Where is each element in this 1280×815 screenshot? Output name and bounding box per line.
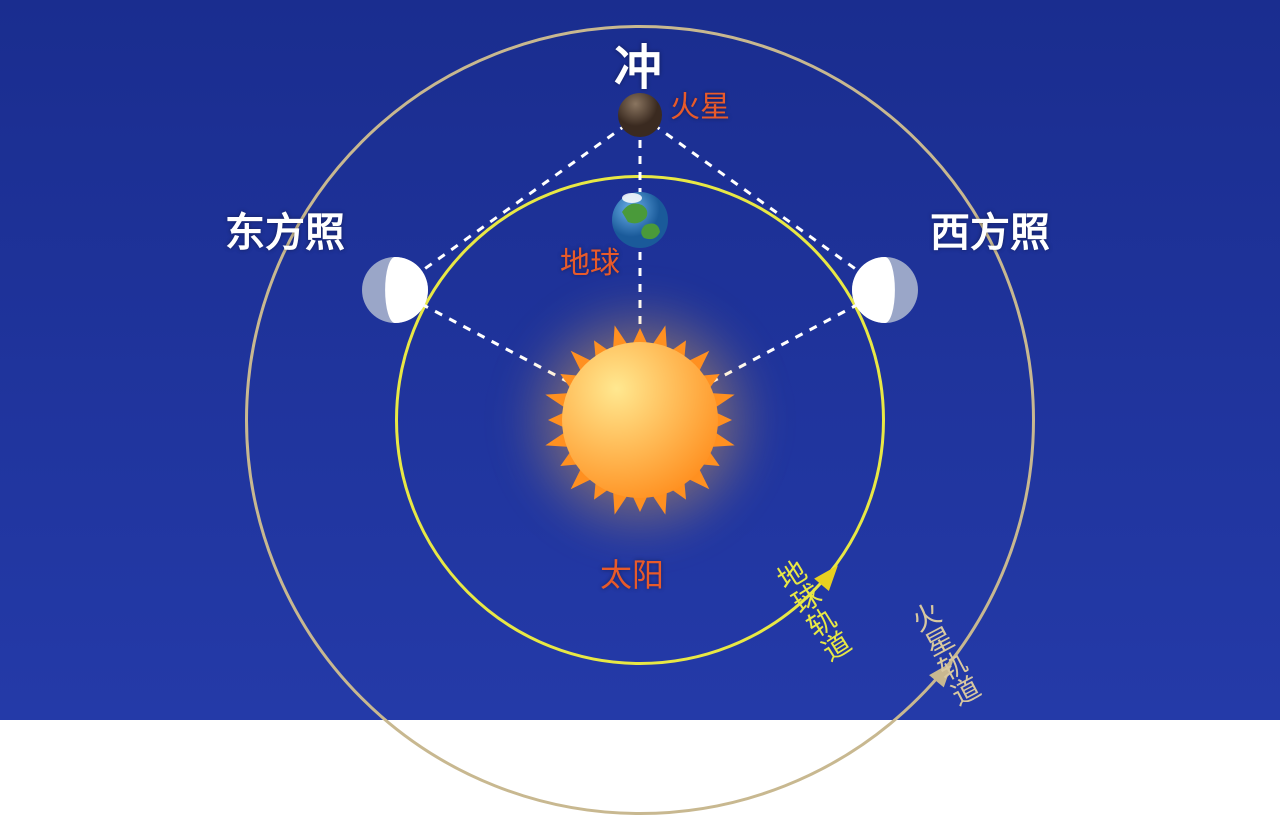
west-phase [845,250,925,330]
opposition-label: 冲 [614,28,662,98]
earth-label: 地球 [560,238,620,282]
sun-body [562,342,718,498]
east-label: 东方照 [225,200,345,258]
mars-label: 火星 [670,82,730,126]
west-label: 西方照 [930,200,1050,258]
east-phase [355,250,435,330]
west-phase-lit [852,257,895,323]
sun-label: 太阳 [600,550,664,596]
east-phase-lit [385,257,428,323]
